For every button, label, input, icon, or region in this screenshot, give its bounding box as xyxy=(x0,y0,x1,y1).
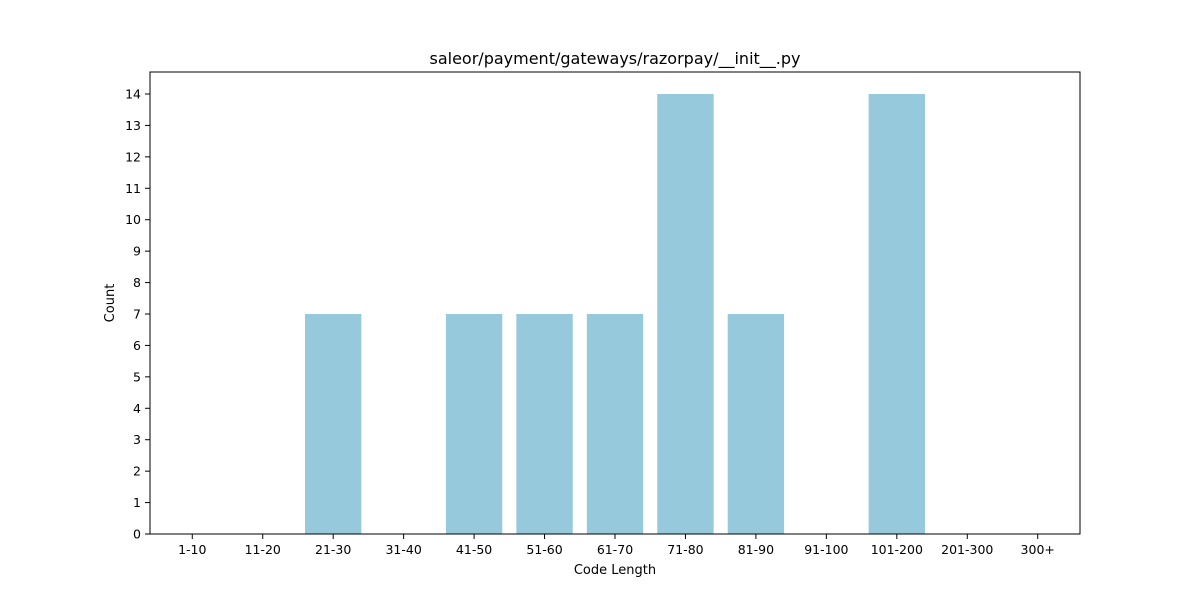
y-tick-label: 2 xyxy=(133,464,141,479)
bars-group xyxy=(305,94,925,534)
x-tick-label: 71-80 xyxy=(667,542,703,557)
x-tick-label: 300+ xyxy=(1021,542,1055,557)
plot-frame xyxy=(149,71,1081,535)
y-tick-label: 13 xyxy=(125,118,141,133)
y-tick-label: 11 xyxy=(125,181,141,196)
y-tick-label: 8 xyxy=(133,275,141,290)
x-tick-label: 91-100 xyxy=(804,542,848,557)
x-tick-label: 51-60 xyxy=(526,542,562,557)
x-axis-ticks: 1-10 11-20 21-30 31-40 41-50 51-60 61-70 71-80 8… xyxy=(178,534,1055,557)
y-tick-label: 12 xyxy=(125,149,141,164)
x-tick-label: 61-70 xyxy=(597,542,633,557)
chart-title: saleor/payment/gateways/razorpay/__init_… xyxy=(430,49,801,69)
x-tick-label: 201-300 xyxy=(941,542,993,557)
y-tick-label: 4 xyxy=(133,401,141,416)
x-axis-label: Code Length xyxy=(574,563,656,578)
bar-51-60 xyxy=(516,314,573,534)
x-tick-label: 11-20 xyxy=(245,542,281,557)
x-tick-label: 1-10 xyxy=(178,542,206,557)
bar-41-50 xyxy=(445,314,503,534)
x-tick-label: 81-90 xyxy=(738,542,774,557)
x-tick-label: 41-50 xyxy=(456,542,492,557)
y-tick-label: 1 xyxy=(133,495,141,510)
x-tick-label: 31-40 xyxy=(385,542,421,557)
bar-71-80 xyxy=(657,94,714,534)
y-axis-label: Count xyxy=(103,284,118,323)
x-tick-label: 21-30 xyxy=(315,542,351,557)
y-tick-label: 10 xyxy=(125,212,141,227)
y-tick-label: 6 xyxy=(133,338,141,353)
bar-61-70 xyxy=(586,314,644,534)
y-tick-label: 3 xyxy=(133,432,141,447)
x-tick-label: 101-200 xyxy=(871,542,923,557)
y-tick-label: 9 xyxy=(133,244,141,259)
bar-81-90 xyxy=(727,314,785,534)
bar-101-200 xyxy=(868,94,925,534)
y-tick-label: 5 xyxy=(133,369,141,384)
y-tick-label: 7 xyxy=(133,307,141,322)
y-tick-label: 0 xyxy=(133,527,141,542)
y-tick-label: 14 xyxy=(125,87,141,102)
bar-21-30 xyxy=(305,314,362,534)
